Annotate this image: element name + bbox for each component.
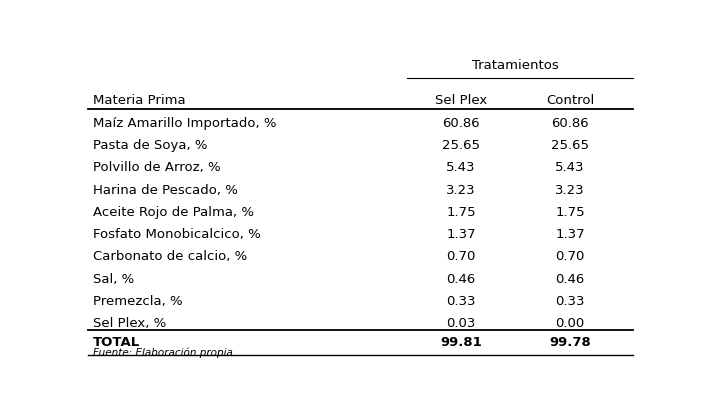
Text: Premezcla, %: Premezcla, %: [93, 295, 183, 308]
Text: Pasta de Soya, %: Pasta de Soya, %: [93, 139, 208, 152]
Text: 0.33: 0.33: [446, 295, 476, 308]
Text: Maíz Amarillo Importado, %: Maíz Amarillo Importado, %: [93, 117, 277, 130]
Text: 0.00: 0.00: [555, 317, 585, 330]
Text: 99.78: 99.78: [549, 336, 591, 349]
Text: 60.86: 60.86: [551, 117, 589, 130]
Text: Carbonato de calcio, %: Carbonato de calcio, %: [93, 250, 247, 263]
Text: 25.65: 25.65: [551, 139, 589, 152]
Text: TOTAL: TOTAL: [93, 336, 141, 349]
Text: 0.70: 0.70: [555, 250, 585, 263]
Text: Harina de Pescado, %: Harina de Pescado, %: [93, 183, 238, 196]
Text: 1.75: 1.75: [446, 206, 476, 219]
Text: 1.75: 1.75: [555, 206, 585, 219]
Text: Tratamientos: Tratamientos: [472, 59, 559, 72]
Text: 60.86: 60.86: [442, 117, 480, 130]
Text: 5.43: 5.43: [446, 161, 476, 174]
Text: 5.43: 5.43: [555, 161, 585, 174]
Text: Polvillo de Arroz, %: Polvillo de Arroz, %: [93, 161, 221, 174]
Text: 1.37: 1.37: [555, 228, 585, 241]
Text: 0.46: 0.46: [555, 273, 585, 286]
Text: 99.81: 99.81: [440, 336, 482, 349]
Text: Sal, %: Sal, %: [93, 273, 134, 286]
Text: 0.03: 0.03: [446, 317, 476, 330]
Text: 1.37: 1.37: [446, 228, 476, 241]
Text: Control: Control: [546, 94, 594, 107]
Text: Aceite Rojo de Palma, %: Aceite Rojo de Palma, %: [93, 206, 254, 219]
Text: 3.23: 3.23: [555, 183, 585, 196]
Text: 0.46: 0.46: [446, 273, 476, 286]
Text: Materia Prima: Materia Prima: [93, 94, 186, 107]
Text: 3.23: 3.23: [446, 183, 476, 196]
Text: 0.70: 0.70: [446, 250, 476, 263]
Text: Sel Plex, %: Sel Plex, %: [93, 317, 167, 330]
Text: Fosfato Monobicalcico, %: Fosfato Monobicalcico, %: [93, 228, 261, 241]
Text: Fuente: Elaboración propia: Fuente: Elaboración propia: [93, 347, 233, 358]
Text: 0.33: 0.33: [555, 295, 585, 308]
Text: 25.65: 25.65: [442, 139, 480, 152]
Text: Sel Plex: Sel Plex: [435, 94, 487, 107]
